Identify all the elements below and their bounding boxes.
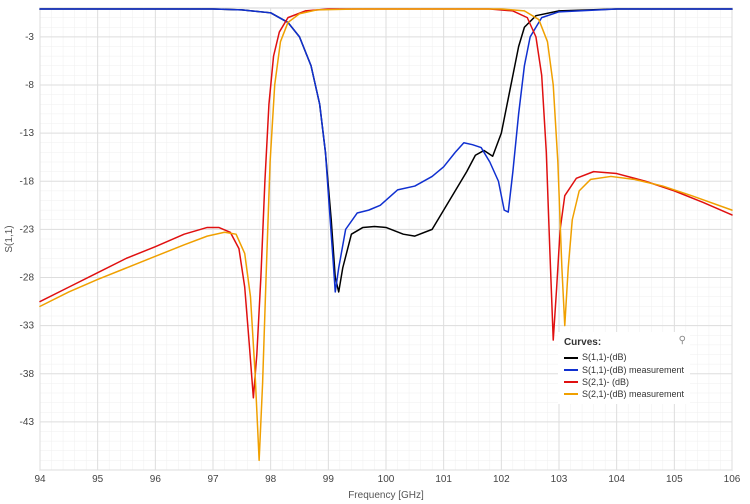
svg-text:-3: -3 — [25, 32, 34, 43]
legend-swatch — [564, 357, 578, 359]
svg-text:-43: -43 — [20, 417, 35, 428]
legend-label: S(2,1)- (dB) — [582, 376, 629, 388]
y-axis-label: S(1,1) — [4, 225, 15, 252]
svg-text:101: 101 — [435, 474, 452, 485]
svg-text:94: 94 — [34, 474, 46, 485]
svg-text:-23: -23 — [20, 224, 35, 235]
legend: Curves: S(1,1)-(dB)S(1,1)-(dB) measureme… — [558, 332, 690, 404]
legend-row: S(2,1)- (dB) — [564, 376, 684, 388]
chart-container: 94 95 96 97 98 99 100 101 102 103 104 105 106 -43 -38 -… — [0, 0, 750, 504]
legend-row: S(1,1)-(dB) — [564, 351, 684, 363]
legend-label: S(2,1)-(dB) measurement — [582, 388, 684, 400]
svg-text:102: 102 — [493, 474, 510, 485]
legend-title: Curves: — [564, 336, 684, 350]
svg-text:99: 99 — [323, 474, 335, 485]
svg-text:106: 106 — [724, 474, 741, 485]
svg-text:96: 96 — [150, 474, 162, 485]
legend-swatch — [564, 369, 578, 371]
legend-swatch — [564, 381, 578, 383]
svg-text:-38: -38 — [20, 369, 35, 380]
x-axis-label: Frequency [GHz] — [348, 490, 424, 501]
svg-text:97: 97 — [207, 474, 219, 485]
svg-text:98: 98 — [265, 474, 277, 485]
legend-pin-icon: ⚲ — [679, 334, 686, 348]
svg-text:105: 105 — [666, 474, 683, 485]
chart-svg: 94 95 96 97 98 99 100 101 102 103 104 105 106 -43 -38 -… — [0, 0, 750, 504]
legend-row: S(1,1)-(dB) measurement — [564, 364, 684, 376]
legend-label: S(1,1)-(dB) — [582, 351, 627, 363]
svg-text:103: 103 — [551, 474, 568, 485]
svg-text:-13: -13 — [20, 128, 35, 139]
svg-text:-8: -8 — [25, 80, 34, 91]
legend-items: S(1,1)-(dB)S(1,1)-(dB) measurementS(2,1)… — [564, 351, 684, 400]
svg-text:-18: -18 — [20, 176, 35, 187]
legend-label: S(1,1)-(dB) measurement — [582, 364, 684, 376]
svg-text:104: 104 — [608, 474, 625, 485]
legend-swatch — [564, 393, 578, 395]
svg-text:100: 100 — [378, 474, 395, 485]
legend-row: S(2,1)-(dB) measurement — [564, 388, 684, 400]
svg-text:95: 95 — [92, 474, 104, 485]
svg-text:-33: -33 — [20, 321, 35, 332]
svg-text:-28: -28 — [20, 273, 35, 284]
